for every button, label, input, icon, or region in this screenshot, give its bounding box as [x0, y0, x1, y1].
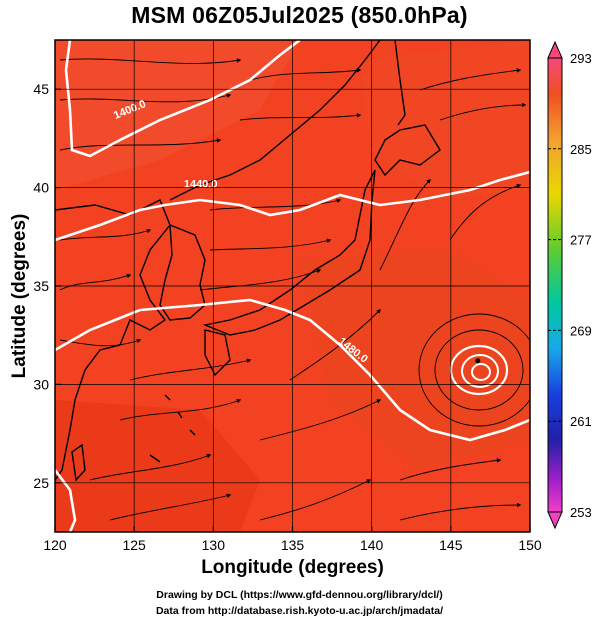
x-tick-label: 145 [439, 537, 463, 553]
colorbar-min-triangle [547, 511, 563, 530]
colorbar: 293 285 277 269 261 253 [547, 40, 592, 530]
streamline [59, 228, 152, 241]
colorbar-max-triangle [547, 40, 563, 59]
coastlines [55, 40, 441, 482]
colorbar-label: 253 [570, 505, 592, 520]
field-patch [55, 400, 260, 532]
x-tick-label: 120 [43, 537, 67, 553]
streamline [259, 479, 372, 521]
field-patch [55, 40, 300, 190]
x-tick-label: 125 [122, 537, 146, 553]
x-tick-label: 140 [360, 537, 384, 553]
coast-hokkaido [374, 124, 441, 177]
streamline [209, 238, 332, 251]
streamline [119, 398, 242, 421]
contour-label: 1440.0 [184, 179, 218, 191]
streamline [259, 399, 382, 441]
y-tick-label: 25 [33, 475, 49, 491]
x-tick-label: 135 [281, 537, 305, 553]
coast-mainland [55, 199, 171, 481]
contour-1400 [64, 40, 301, 158]
colorbar-label: 285 [570, 142, 592, 157]
streamline [289, 309, 381, 381]
coast-ryukyu [149, 394, 196, 463]
streamline [59, 138, 222, 151]
contour-1480 [55, 298, 530, 442]
colorbar-label: 261 [570, 414, 592, 429]
coast-korea [159, 223, 206, 321]
isobar-ring [471, 363, 491, 381]
coast-taiwan [71, 443, 86, 482]
colorbar-label: 277 [570, 233, 592, 248]
colorbar-label: 269 [570, 323, 592, 338]
streamline-ring [434, 329, 524, 411]
y-axis-label: Latitude (degrees) [9, 213, 30, 379]
y-tick-label: 45 [33, 81, 49, 97]
coast-kyushu [204, 329, 231, 377]
x-tick-label: 150 [518, 537, 542, 553]
streamline [59, 58, 242, 64]
contour-1440 [55, 170, 530, 242]
isobar-ring [461, 354, 499, 388]
credit-drawing: Drawing by DCL (https://www.gfd-dennou.o… [156, 589, 443, 601]
streamline [59, 273, 132, 291]
credit-data: Data from http://database.rish.kyoto-u.a… [155, 605, 444, 617]
streamline-ring [418, 313, 530, 427]
colorbar-label: 293 [570, 51, 592, 66]
streamline [89, 453, 212, 481]
streamline [249, 68, 362, 81]
field-patch [300, 250, 530, 470]
x-tick-label: 130 [202, 537, 226, 553]
contour-1480-west [55, 469, 77, 532]
colorbar-scale [547, 57, 563, 513]
height-contours [55, 40, 530, 532]
streamline [129, 358, 252, 381]
streamline [399, 458, 502, 481]
streamline [449, 183, 522, 241]
y-tick-label: 30 [33, 376, 49, 392]
lat-lon-grid [55, 40, 530, 532]
streamline [209, 198, 342, 211]
typhoon-center-marker [475, 358, 481, 364]
streamline [419, 68, 522, 91]
streamline [379, 179, 431, 271]
y-tick-label: 40 [33, 180, 49, 196]
streamline [439, 102, 527, 121]
x-axis-label: Longitude (degrees) [201, 557, 384, 578]
wind-streamlines [59, 58, 527, 521]
coast-sakhalin [394, 40, 406, 126]
y-tick-label: 35 [33, 278, 49, 294]
streamline [399, 502, 522, 521]
map-title: MSM 06Z05Jul2025 (850.0hPa) [131, 2, 468, 28]
streamline [239, 113, 362, 121]
coast-honshu [202, 169, 376, 336]
streamline [109, 493, 232, 521]
